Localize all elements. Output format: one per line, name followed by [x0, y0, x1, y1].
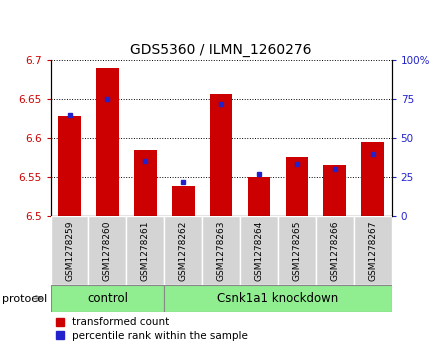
Bar [51, 216, 88, 285]
Bar [96, 68, 119, 216]
Text: GSM1278262: GSM1278262 [179, 220, 188, 281]
Bar [164, 216, 202, 285]
Bar [172, 186, 194, 216]
Bar [126, 216, 164, 285]
Bar [88, 216, 126, 285]
Legend: transformed count, percentile rank within the sample: transformed count, percentile rank withi… [56, 317, 248, 340]
Text: GSM1278263: GSM1278263 [216, 220, 226, 281]
Bar [240, 216, 278, 285]
Text: GSM1278260: GSM1278260 [103, 220, 112, 281]
Bar [248, 177, 270, 216]
Text: GSM1278266: GSM1278266 [330, 220, 339, 281]
Bar [164, 285, 392, 312]
Text: Csnk1a1 knockdown: Csnk1a1 knockdown [217, 292, 338, 305]
Bar [286, 158, 308, 216]
Bar [316, 216, 354, 285]
Text: GSM1278267: GSM1278267 [368, 220, 377, 281]
Text: protocol: protocol [2, 294, 48, 303]
Bar [51, 285, 164, 312]
Bar [354, 216, 392, 285]
Text: GSM1278259: GSM1278259 [65, 220, 74, 281]
Bar [323, 165, 346, 216]
Text: GSM1278261: GSM1278261 [141, 220, 150, 281]
Bar [361, 142, 384, 216]
Bar [202, 216, 240, 285]
Text: control: control [87, 292, 128, 305]
Bar [58, 116, 81, 216]
Text: GSM1278265: GSM1278265 [292, 220, 301, 281]
Bar [210, 94, 232, 216]
Bar [134, 150, 157, 216]
Title: GDS5360 / ILMN_1260276: GDS5360 / ILMN_1260276 [130, 44, 312, 57]
Text: GSM1278264: GSM1278264 [254, 220, 264, 281]
Bar [278, 216, 316, 285]
